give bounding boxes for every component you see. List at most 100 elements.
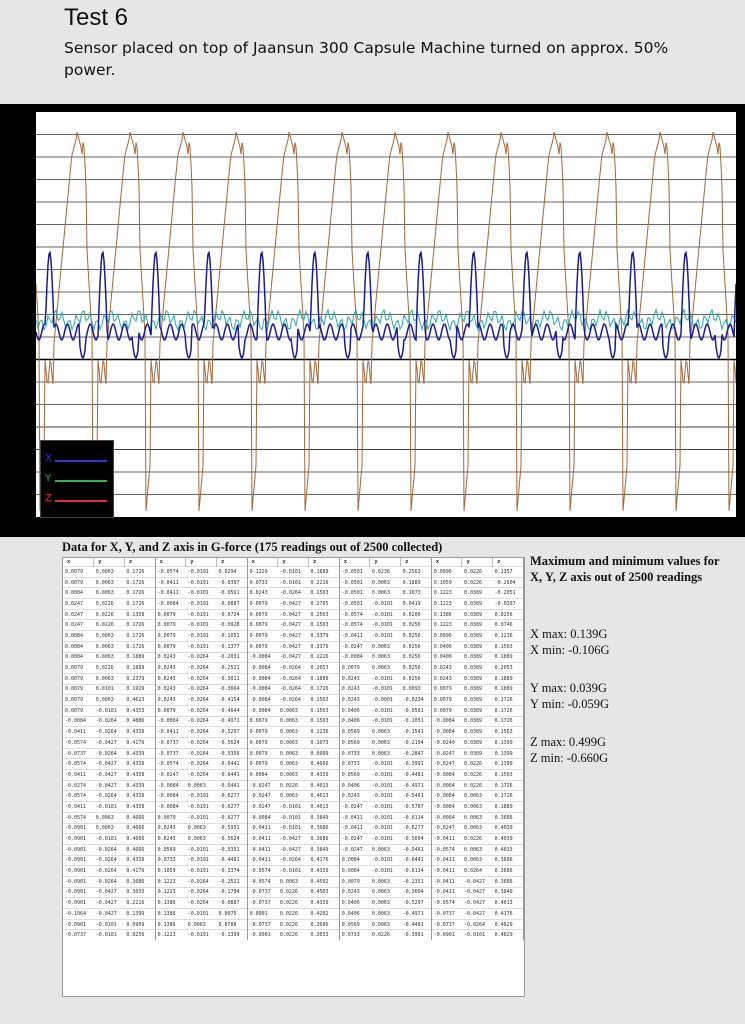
table-cell: 0.0063: [461, 811, 493, 823]
table-cell: -0.0101: [369, 608, 401, 620]
table-cell: 0.0389: [461, 704, 493, 717]
table-cell: -0.4644: [216, 704, 248, 717]
table-cell: 0.4339: [124, 790, 156, 802]
table-cell: 0.1223: [155, 929, 186, 941]
table-cell: 0.4339: [124, 854, 156, 866]
table-header-cell: x: [247, 558, 279, 567]
table-cell: -0.0101: [185, 929, 217, 941]
table-row: -0.0901 0.0063 0.4666 0.0243 0.0063 -0.5951 -0…: [63, 822, 524, 834]
x-min-value: X min: -0.106G: [530, 643, 610, 657]
table-cell: 0.3686: [124, 875, 156, 888]
table-cell: -0.0084: [431, 715, 462, 727]
table-cell: -0.0574: [431, 843, 462, 856]
table-cell: 0.1073: [308, 737, 340, 749]
table-row: -0.0084 -0.0264 0.4886 -0.0084 -0.0264 -0.497…: [63, 715, 524, 727]
table-cell: 0.0226: [277, 886, 309, 898]
table-cell: -0.0247: [247, 790, 278, 802]
table-cell: 0.1726: [124, 566, 156, 578]
table-cell: 0.2379: [124, 672, 156, 685]
table-cell: 0.0226: [277, 918, 309, 930]
table-cell: -0.0501: [339, 598, 370, 610]
table-cell: 0.0063: [369, 747, 401, 759]
table-cell: 0.0243: [155, 672, 186, 685]
table-cell: 0.3686: [492, 865, 524, 877]
table-cell: 0.0063: [93, 651, 125, 663]
table-cell: 0.0243: [155, 651, 186, 663]
table-cell: 0.0243: [339, 886, 370, 898]
table-cell: 0.3686: [308, 822, 340, 834]
table-cell: 0.0406: [339, 897, 370, 909]
table-cell: -0.0574: [63, 758, 94, 770]
table-cell: -0.5604: [400, 833, 432, 845]
table-cell: -0.0411: [431, 833, 462, 845]
table-cell: 0.0389: [461, 608, 493, 620]
table-cell: 0.0733: [339, 747, 370, 759]
table-cell: 0.0226: [93, 662, 125, 674]
stats-panel: Maximum and minimum values for X, Y, Z a…: [530, 553, 730, 765]
table-cell: -0.0247: [247, 801, 278, 813]
table-cell: 0.0406: [431, 640, 462, 652]
table-cell: 0.4339: [124, 726, 156, 738]
table-cell: -0.0084: [431, 769, 462, 781]
table-cell: -0.4971: [400, 908, 432, 920]
table-cell: 0.0063: [369, 886, 401, 898]
table-cell: -0.0084: [247, 651, 278, 663]
table-cell: -0.0574: [339, 619, 370, 631]
table-cell: 0.0063: [369, 651, 401, 663]
table-cell: -0.0901: [63, 897, 94, 909]
table-cell: 0.1399: [492, 747, 524, 759]
table-cell: -0.0101: [369, 619, 401, 631]
table-cell: 0.1726: [124, 587, 156, 599]
table-cell: -0.0411: [63, 769, 94, 781]
table-cell: -0.0901: [63, 854, 94, 866]
table-cell: -0.0101: [369, 790, 401, 802]
table-cell: 0.1726: [124, 630, 156, 642]
table-cell: 0.1236: [308, 726, 340, 738]
table-cell: 0.1889: [492, 651, 524, 663]
table-cell: 0.0569: [339, 737, 370, 749]
table-cell: 0.4176: [308, 854, 340, 866]
table-cell: 0.4039: [492, 822, 524, 834]
table-cell: -0.0737: [247, 918, 278, 930]
table-cell: -0.0737: [431, 908, 462, 920]
table-cell: -0.1377: [216, 640, 248, 652]
table-cell: -0.0411: [247, 822, 278, 834]
table-cell: -0.0737: [63, 929, 94, 941]
table-cell: -0.0101: [369, 833, 401, 845]
table-cell: -0.0901: [431, 929, 462, 941]
table-cell: 0.0063: [93, 640, 125, 652]
table-cell: 0.0389: [461, 619, 493, 631]
table-caption: Data for X, Y, and Z axis in G-force (17…: [62, 540, 443, 554]
table-cell: -0.5951: [216, 822, 248, 834]
table-cell: -0.0427: [93, 737, 125, 749]
table-row: -0.0411 -0.0264 0.4339 -0.0411 -0.0264 -0.529…: [63, 726, 524, 738]
table-cell: 0.0406: [339, 715, 370, 727]
table-cell: 0.0063: [277, 715, 309, 727]
table-cell: 0.0243: [339, 790, 370, 802]
table-cell: -0.1541: [400, 726, 432, 738]
table-cell: 0.0079: [63, 662, 94, 674]
table-cell: 0.0226: [461, 779, 493, 791]
table-cell: -0.1051: [400, 715, 432, 727]
table-cell: -0.0084: [431, 801, 462, 813]
table-cell: -0.0427: [277, 608, 309, 620]
table-cell: -0.5461: [400, 843, 432, 856]
table-cell: 0.1889: [492, 683, 524, 695]
table-row: -0.0737 -0.0264 0.4339 -0.0737 -0.0264 -0.535…: [63, 747, 524, 759]
table-cell: 0.1889: [400, 576, 432, 588]
table-cell: 0.1726: [124, 576, 156, 588]
table-cell: 0.1726: [124, 619, 156, 631]
table-cell: 0.2216: [308, 576, 340, 588]
table-cell: -0.3011: [216, 672, 248, 685]
table-cell: -0.0101: [185, 640, 217, 652]
table-cell: -0.0101: [93, 918, 125, 930]
table-cell: -0.0264: [93, 875, 125, 888]
table-cell: 0.3033: [124, 886, 156, 898]
table-cell: -0.2604: [492, 576, 524, 588]
table-cell: -0.0264: [277, 683, 309, 695]
page-title: Test 6: [64, 4, 129, 31]
table-cell: 0.0063: [369, 726, 401, 738]
table-cell: -0.0101: [369, 854, 401, 866]
table-cell: -0.0264: [93, 715, 125, 727]
